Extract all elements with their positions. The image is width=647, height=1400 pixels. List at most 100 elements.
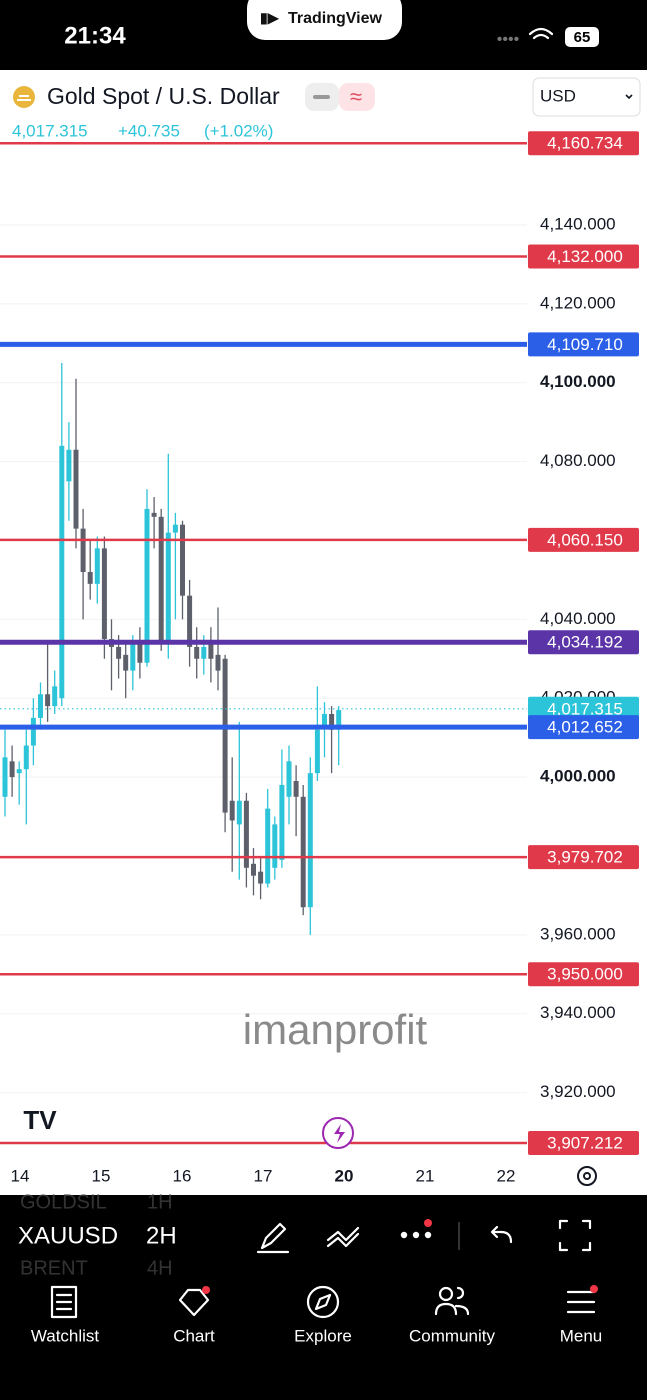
price-label: 4,017.315 bbox=[547, 699, 623, 718]
price-label-box bbox=[528, 131, 639, 156]
y-tick-label: 4,120.000 bbox=[540, 293, 616, 312]
nav-label[interactable]: Watchlist bbox=[31, 1326, 100, 1345]
event-icon bbox=[334, 1124, 345, 1143]
symbol-logo-mark bbox=[17, 95, 31, 101]
price-label-box bbox=[528, 332, 639, 357]
price-label: 4,060.150 bbox=[547, 530, 623, 549]
nav-icon-explore[interactable] bbox=[306, 1285, 340, 1319]
price-label-box bbox=[528, 962, 639, 987]
candle-body bbox=[222, 658, 228, 813]
battery-level: 65 bbox=[574, 29, 591, 46]
candle-body bbox=[80, 528, 86, 573]
candle-body bbox=[272, 824, 278, 868]
nav-badge-chart bbox=[202, 1286, 210, 1294]
symbol-name[interactable]: Gold Spot / U.S. Dollar bbox=[47, 83, 280, 109]
candle-body bbox=[123, 654, 129, 671]
candle-body bbox=[2, 757, 8, 797]
price-label: 4,160.734 bbox=[547, 134, 623, 153]
price-label: 3,979.702 bbox=[547, 848, 623, 867]
candle-body bbox=[279, 784, 285, 860]
candle-body bbox=[286, 761, 292, 797]
y-tick-label: 4,040.000 bbox=[540, 609, 616, 628]
candle-body bbox=[236, 800, 242, 825]
y-tick-label: 4,100.000 bbox=[540, 372, 616, 391]
tv-logo: TV bbox=[23, 1105, 57, 1135]
y-tick-label: 3,960.000 bbox=[540, 924, 616, 943]
candle-body bbox=[9, 761, 15, 778]
undo[interactable] bbox=[490, 1225, 513, 1244]
nav-label[interactable]: Explore bbox=[294, 1326, 352, 1345]
candle-body bbox=[243, 800, 249, 868]
nav-icon-chart[interactable] bbox=[178, 1288, 210, 1317]
x-tick-label: 20 bbox=[335, 1166, 354, 1185]
next-symbol: BRENT bbox=[20, 1257, 88, 1279]
nav-label[interactable]: Menu bbox=[560, 1326, 603, 1345]
candle-body bbox=[336, 710, 342, 730]
y-tick-label: 3,920.000 bbox=[540, 1082, 616, 1101]
price-label-box bbox=[528, 244, 639, 269]
prev-symbol: GOLDSIL bbox=[20, 1191, 107, 1213]
candle-body bbox=[194, 646, 200, 659]
fullscreen[interactable] bbox=[558, 1219, 592, 1252]
nav-icon-watchlist[interactable] bbox=[50, 1285, 78, 1319]
more-tools[interactable] bbox=[400, 1231, 432, 1239]
nav-icon-menu[interactable] bbox=[566, 1290, 596, 1314]
candle-body bbox=[307, 773, 313, 908]
candle-body bbox=[265, 808, 271, 884]
y-tick-label: 4,000.000 bbox=[540, 767, 616, 786]
toggle-b[interactable] bbox=[339, 83, 375, 111]
candle-body bbox=[329, 713, 335, 730]
toolbar bbox=[0, 1195, 647, 1275]
settings-icon[interactable] bbox=[577, 1166, 597, 1186]
candle-body bbox=[45, 694, 51, 707]
settings-icon-core bbox=[583, 1172, 591, 1180]
candle-body bbox=[314, 729, 320, 774]
candle-body bbox=[94, 548, 100, 584]
candle-body bbox=[293, 781, 299, 797]
price-label: 4,012.652 bbox=[547, 718, 623, 737]
candle-body bbox=[229, 800, 235, 821]
trend-tool[interactable] bbox=[326, 1226, 360, 1248]
price-label-box bbox=[528, 630, 639, 655]
badge bbox=[424, 1219, 432, 1227]
nav-label[interactable]: Community bbox=[409, 1326, 495, 1345]
x-tick-label: 15 bbox=[92, 1166, 111, 1185]
nav-label[interactable]: Chart bbox=[173, 1326, 215, 1345]
candle-body bbox=[187, 595, 193, 647]
price-label-box bbox=[528, 845, 639, 870]
symbol-picker[interactable]: XAUUSD bbox=[18, 1222, 118, 1249]
candle-body bbox=[66, 449, 72, 482]
candle-body bbox=[30, 717, 36, 746]
candle-body bbox=[300, 796, 306, 908]
candle-body bbox=[137, 642, 143, 663]
price-label: 3,950.000 bbox=[547, 965, 623, 984]
candle-body bbox=[73, 449, 79, 529]
price-change: +40.735 bbox=[118, 121, 180, 140]
x-tick-label: 14 bbox=[11, 1166, 30, 1185]
price-label-box bbox=[528, 696, 639, 721]
candle-body bbox=[116, 646, 122, 659]
nav-icon-community[interactable] bbox=[434, 1286, 470, 1316]
nav-badge-menu bbox=[590, 1285, 598, 1293]
price-label: 4,034.192 bbox=[547, 633, 623, 652]
signal: •••• bbox=[497, 31, 519, 48]
price-label: 3,907.212 bbox=[547, 1133, 623, 1152]
candle-body bbox=[38, 694, 43, 718]
candle-body bbox=[172, 524, 178, 533]
battery bbox=[565, 27, 599, 47]
prev-interval: 1H bbox=[147, 1191, 173, 1213]
plot: 4,140.000 4,120.000 4,100.000 4,080.000 4,04… bbox=[0, 131, 639, 1185]
currency: USD bbox=[540, 86, 576, 105]
candle-body bbox=[158, 516, 164, 643]
candle-body bbox=[52, 686, 58, 707]
currency-select[interactable] bbox=[532, 77, 641, 117]
price-label: 4,132.000 bbox=[547, 247, 623, 266]
clock: 21:34 bbox=[64, 22, 126, 49]
candle-body bbox=[23, 745, 29, 770]
draw-tool[interactable] bbox=[256, 1222, 290, 1254]
candle-body bbox=[130, 642, 136, 671]
x-tick-label: 17 bbox=[254, 1166, 273, 1185]
interval-picker[interactable]: 2H bbox=[146, 1222, 177, 1249]
candle-body bbox=[251, 863, 256, 876]
